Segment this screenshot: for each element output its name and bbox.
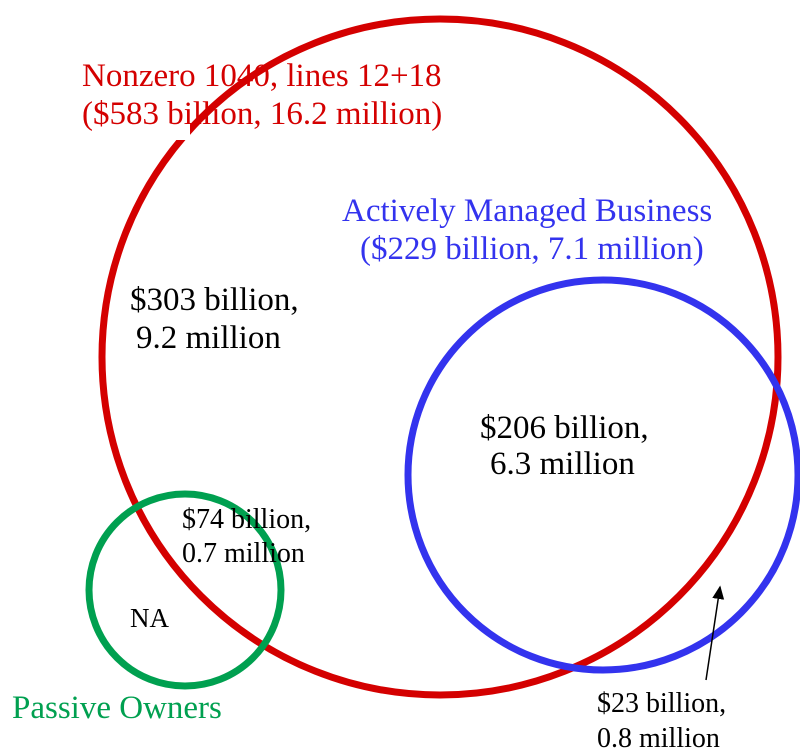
set-summary: ($229 billion, 7.1 million) [360, 231, 704, 267]
set-summary: ($583 billion, 16.2 million) [82, 96, 442, 132]
green-circle [85, 490, 285, 690]
region-line: 0.7 million [182, 538, 305, 569]
region-label: $23 billion, 0.8 million [597, 688, 726, 754]
blue-set-label: Actively Managed Business ($229 billion,… [342, 193, 712, 267]
red-circle [98, 15, 782, 699]
blue-circle [404, 276, 800, 674]
region-line: $206 billion, [480, 410, 649, 446]
red-set-label: Nonzero 1040, lines 12+18 ($583 billion,… [82, 58, 442, 132]
region-line: NA [130, 603, 169, 633]
region-line: $74 billion, [182, 504, 311, 535]
region-line: 0.8 million [597, 723, 720, 754]
set-name: Passive Owners [12, 690, 222, 726]
set-name: Actively Managed Business [342, 193, 712, 229]
region-line: $303 billion, [130, 282, 299, 318]
label-gap [150, 50, 190, 140]
pointer-arrow [705, 585, 725, 681]
region-label: $206 billion, 6.3 million [480, 410, 649, 482]
region-line: 9.2 million [136, 320, 281, 356]
region-label: $303 billion, 9.2 million [130, 282, 299, 356]
region-line: 6.3 million [490, 446, 635, 482]
set-name: Nonzero 1040, lines 12+18 [82, 58, 442, 94]
region-label: $74 billion, 0.7 million [182, 504, 311, 569]
region-line: $23 billion, [597, 688, 726, 719]
